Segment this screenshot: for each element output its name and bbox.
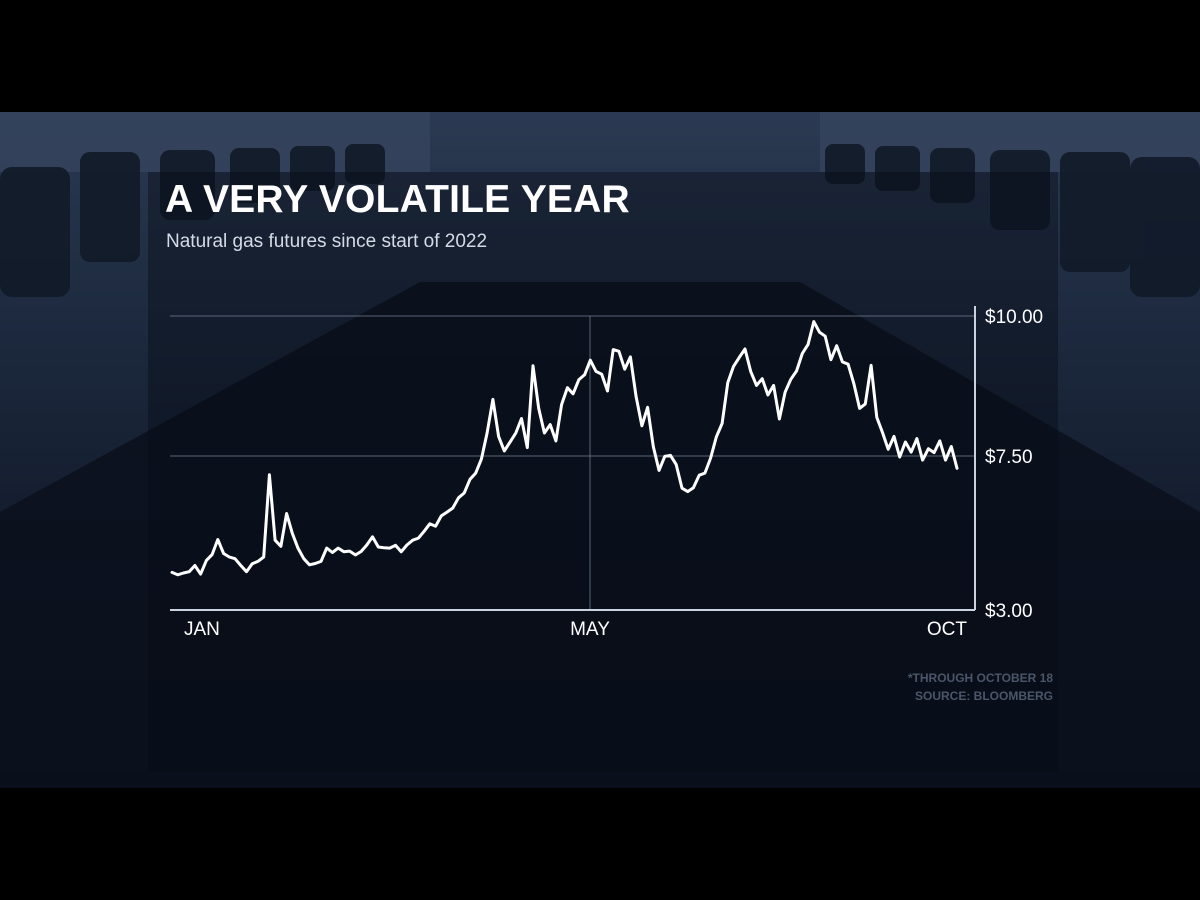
y-tick-label-2: $3.00 bbox=[985, 601, 1033, 622]
source-note: SOURCE: BLOOMBERG bbox=[915, 689, 1053, 703]
x-tick-label-1: MAY bbox=[570, 619, 610, 640]
chart-title: A VERY VOLATILE YEAR bbox=[165, 178, 630, 221]
series-layer bbox=[170, 320, 959, 577]
x-tick-label-2: OCT bbox=[927, 619, 968, 640]
chart-graphic bbox=[0, 112, 1200, 788]
series-line-natural-gas bbox=[170, 320, 959, 577]
boardroom-background bbox=[0, 112, 1200, 788]
tick-labels: $10.00 $7.50 $3.00 JAN MAY OCT bbox=[184, 307, 1043, 640]
chart-panel bbox=[148, 172, 1058, 772]
table-surface bbox=[0, 282, 1200, 788]
chairs-right bbox=[825, 144, 1200, 297]
footnote: *THROUGH OCTOBER 18 bbox=[907, 671, 1053, 685]
axes bbox=[170, 306, 976, 611]
y-tick-label-0: $10.00 bbox=[985, 307, 1043, 328]
y-tick-label-1: $7.50 bbox=[985, 447, 1033, 468]
gridlines bbox=[170, 315, 975, 610]
chart-subtitle: Natural gas futures since start of 2022 bbox=[166, 231, 488, 252]
chairs-left bbox=[0, 144, 385, 297]
x-tick-label-0: JAN bbox=[184, 619, 220, 640]
